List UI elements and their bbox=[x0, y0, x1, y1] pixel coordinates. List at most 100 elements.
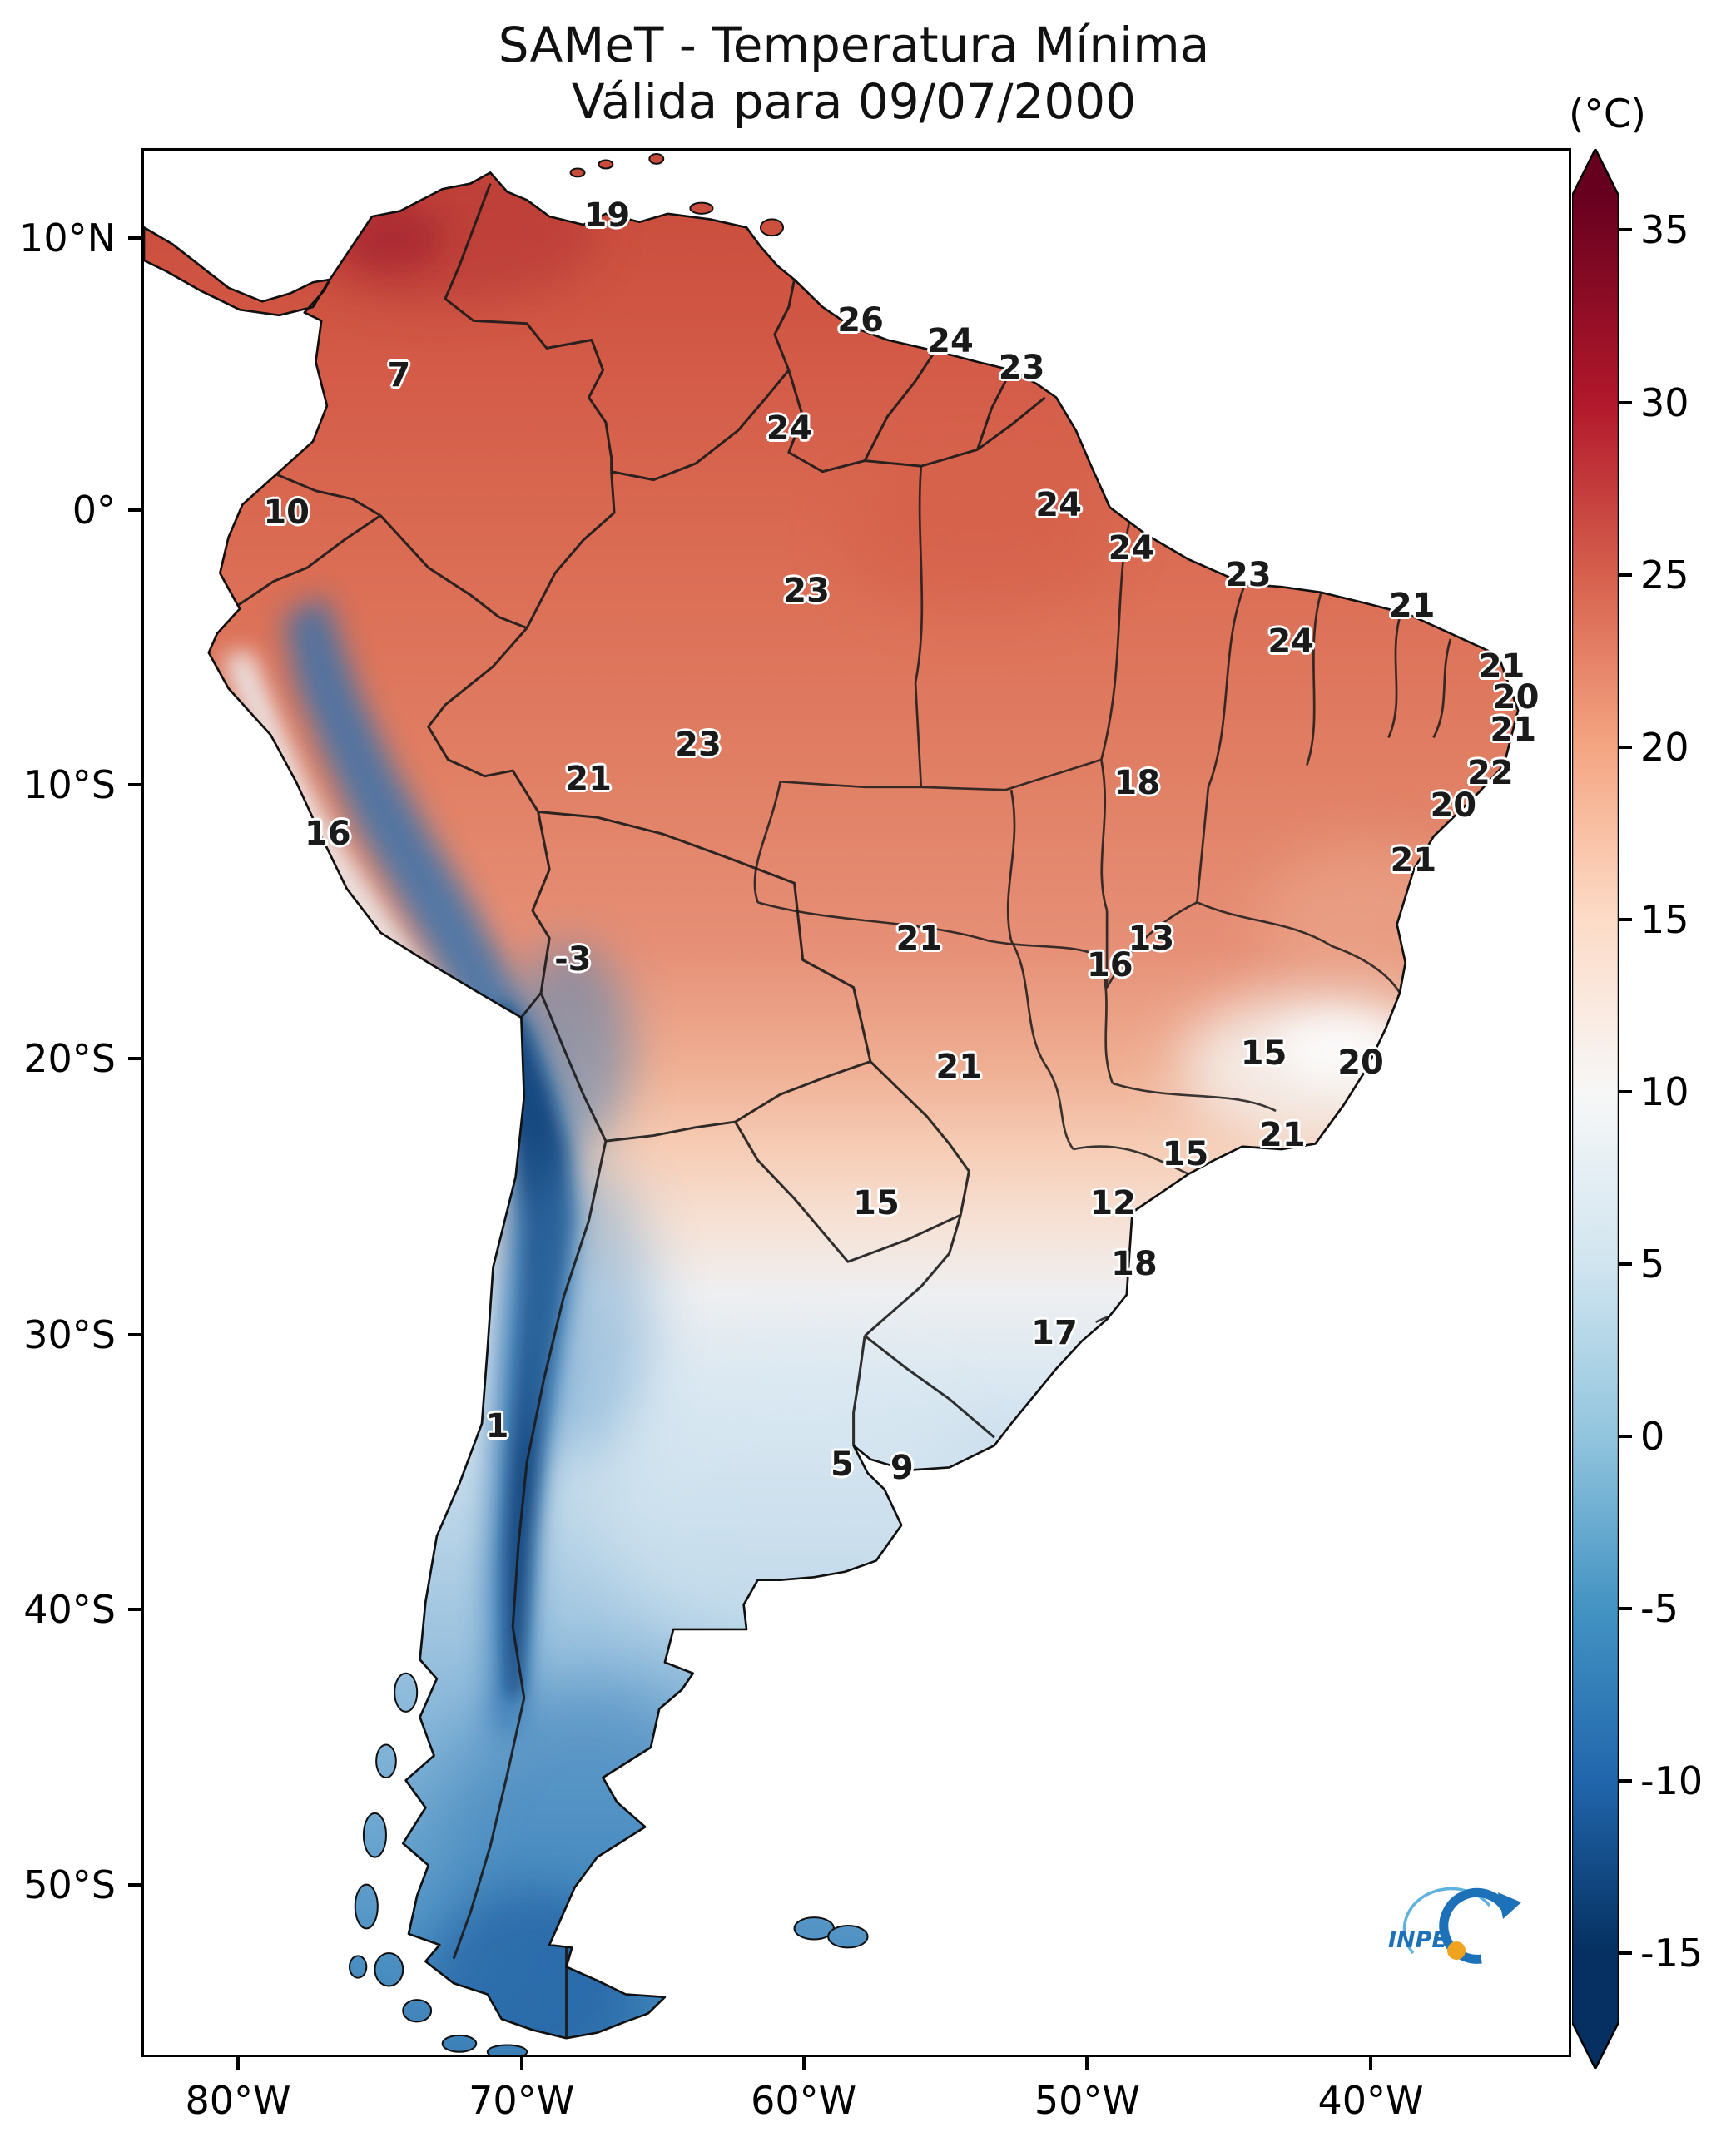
station-temp-label: 24 bbox=[1108, 529, 1155, 568]
lat-tick-mark bbox=[128, 1883, 141, 1887]
station-temp-label: 23 bbox=[783, 571, 830, 610]
station-temp-label: 19 bbox=[583, 196, 631, 235]
lat-tick-mark bbox=[128, 1057, 141, 1061]
coastline bbox=[144, 171, 1520, 2040]
station-temp-label: 21 bbox=[1490, 710, 1537, 749]
colorbar-tick-mark bbox=[1619, 1262, 1632, 1267]
station-temp-label: 22 bbox=[1466, 754, 1514, 793]
colorbar-tick-mark bbox=[1619, 1951, 1632, 1956]
station-temp-label: 20 bbox=[1492, 677, 1540, 717]
lon-tick-label: 70°W bbox=[469, 2078, 575, 2123]
stations-layer: 19 26 24 23 7 24 10 24 24 23 23 21 24 21 20 21 23 21 18 22 2… bbox=[144, 151, 1569, 2055]
colorbar-tick-mark bbox=[1619, 400, 1632, 404]
station-temp-label: 21 bbox=[1259, 1115, 1306, 1154]
station-temp-label: 24 bbox=[766, 409, 813, 449]
station-temp-label: 20 bbox=[1337, 1043, 1384, 1082]
lat-tick-label: 0° bbox=[72, 488, 116, 533]
station-temp-label: 21 bbox=[895, 920, 943, 959]
lon-tick-mark bbox=[1085, 2057, 1089, 2070]
lat-tick-label: 30°S bbox=[23, 1312, 116, 1358]
colorbar-tick-mark bbox=[1619, 228, 1632, 232]
station-temp-label: 21 bbox=[1390, 841, 1437, 880]
figure-title: SAMeT - Temperatura Mínima Válida para 0… bbox=[141, 17, 1566, 131]
station-temp-label: 24 bbox=[1035, 485, 1082, 524]
andes-cold-band bbox=[285, 595, 578, 1734]
station-temp-label: 23 bbox=[998, 348, 1045, 387]
colorbar-tick-mark bbox=[1619, 1607, 1632, 1611]
lat-tick-mark bbox=[128, 782, 141, 786]
station-temp-label: 24 bbox=[1267, 622, 1314, 662]
station-temp-label: 26 bbox=[837, 300, 884, 340]
logo-text: INPE bbox=[1388, 1927, 1447, 1953]
station-temp-label: -3 bbox=[554, 940, 592, 979]
station-temp-label: 20 bbox=[1430, 786, 1477, 826]
colorbar: 35 30 25 20 15 10 5 0 -5 -10 -15 bbox=[1572, 149, 1734, 2069]
title-line-2: Válida para 09/07/2000 bbox=[571, 73, 1137, 131]
station-temp-label: 12 bbox=[1089, 1184, 1136, 1223]
lon-tick-label: 50°W bbox=[1034, 2078, 1140, 2123]
station-temp-label: 10 bbox=[263, 493, 310, 532]
station-temp-label: 15 bbox=[1240, 1034, 1287, 1073]
colorbar-tick-label: 30 bbox=[1640, 379, 1689, 425]
lat-tick-label: 20°S bbox=[23, 1036, 116, 1082]
colorbar-tick-label: 35 bbox=[1640, 207, 1689, 253]
lat-tick-mark bbox=[128, 1333, 141, 1337]
amazon-warm-patch bbox=[842, 469, 1113, 612]
station-temp-label: 18 bbox=[1110, 1245, 1158, 1284]
station-temp-label: 16 bbox=[305, 815, 351, 854]
station-temp-label: 21 bbox=[1388, 586, 1436, 625]
nw-argentina-cold bbox=[504, 1157, 652, 1460]
lon-tick-label: 60°W bbox=[751, 2078, 857, 2123]
logo-orange-dot-icon bbox=[1447, 1941, 1466, 1960]
station-temp-label: 24 bbox=[927, 321, 974, 360]
colorbar-tick-label: 10 bbox=[1640, 1069, 1689, 1114]
colorbar-tick-label: 5 bbox=[1640, 1242, 1665, 1287]
colorbar-tick-label: -15 bbox=[1640, 1931, 1704, 1976]
station-temp-label: 1 bbox=[485, 1406, 509, 1445]
lon-tick-mark bbox=[519, 2057, 523, 2070]
lon-tick-mark bbox=[236, 2057, 240, 2070]
colorbar-gradient bbox=[1572, 149, 1619, 2069]
colorbar-tick-label: 20 bbox=[1640, 724, 1689, 770]
station-temp-label: 7 bbox=[387, 355, 411, 394]
colorbar-tick-label: 25 bbox=[1640, 552, 1689, 598]
colorbar-tick-mark bbox=[1619, 917, 1632, 921]
station-temp-label: 13 bbox=[1128, 920, 1175, 959]
lon-tick-mark bbox=[1369, 2057, 1373, 2070]
map-plot: 19 26 24 23 7 24 10 24 24 23 23 21 24 21 20 21 23 21 18 22 2… bbox=[19, 148, 1571, 2123]
lat-tick-label: 10°N bbox=[19, 216, 116, 261]
lat-tick-label: 50°S bbox=[23, 1862, 116, 1908]
lat-tick-mark bbox=[128, 508, 141, 513]
station-temp-label: 21 bbox=[1478, 647, 1525, 687]
station-temp-label: 23 bbox=[675, 725, 722, 764]
south-america-map bbox=[144, 152, 1520, 2055]
inpe-logo: INPE bbox=[1383, 1874, 1525, 1978]
colorbar-tick-mark bbox=[1619, 573, 1632, 577]
station-temp-label: 15 bbox=[1162, 1134, 1209, 1173]
lat-tick-label: 40°S bbox=[23, 1586, 116, 1632]
colorbar-tick-label: 0 bbox=[1640, 1414, 1665, 1460]
country-borders bbox=[236, 183, 1046, 2039]
station-temp-label: 21 bbox=[565, 760, 612, 799]
colorbar-tick-mark bbox=[1619, 1089, 1632, 1093]
lon-tick-label: 40°W bbox=[1317, 2078, 1424, 2123]
colorbar-unit-label: (°C) bbox=[1569, 92, 1646, 137]
lat-tick-mark bbox=[128, 1607, 141, 1611]
lon-tick-mark bbox=[801, 2057, 806, 2070]
station-temp-label: 17 bbox=[1031, 1313, 1078, 1352]
station-temp-label: 18 bbox=[1114, 763, 1161, 802]
station-temp-label: 21 bbox=[935, 1047, 983, 1086]
station-temp-label: 9 bbox=[890, 1449, 914, 1488]
colorbar-tick-label: 15 bbox=[1640, 896, 1689, 942]
station-temp-label: 23 bbox=[1224, 556, 1272, 595]
colorbar-tick-label: -5 bbox=[1640, 1586, 1679, 1632]
station-temp-label: 15 bbox=[853, 1184, 900, 1223]
colorbar-tick-mark bbox=[1619, 745, 1632, 749]
colorbar-tick-label: -10 bbox=[1640, 1758, 1704, 1804]
lat-tick-mark bbox=[128, 236, 141, 240]
colorbar-tick-mark bbox=[1619, 1435, 1632, 1439]
colorbar-ticks: 35 30 25 20 15 10 5 0 -5 -10 -15 bbox=[1572, 149, 1734, 2069]
station-temp-label: 16 bbox=[1086, 946, 1133, 985]
state-borders bbox=[753, 466, 1452, 1323]
